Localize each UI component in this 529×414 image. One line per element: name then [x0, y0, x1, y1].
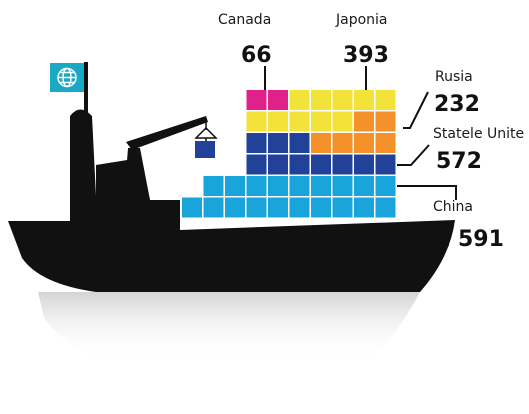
container-block-china: [311, 197, 331, 218]
container-block-china: [225, 197, 245, 218]
container-block-statele-unite: [268, 133, 288, 153]
container-block-statele-unite: [354, 154, 374, 175]
container-block-japonia: [289, 90, 310, 110]
container-block-china: [311, 176, 331, 196]
value-japonia: 393: [343, 43, 389, 68]
container-block-statele-unite: [311, 154, 331, 175]
value-statele-unite: 572: [436, 149, 482, 174]
container-block-china: [268, 176, 288, 196]
container-block-china: [182, 197, 202, 218]
container-block-japonia: [354, 90, 374, 110]
container-block-canada: [246, 90, 267, 110]
container-block-rusia: [311, 133, 331, 153]
container-block-japonia: [332, 90, 353, 110]
container-block-china: [225, 176, 245, 196]
ship-silhouette: [8, 62, 455, 292]
chart-labels: Canada 66 Japonia 393 Rusia 232 Statele …: [218, 12, 524, 252]
value-rusia: 232: [434, 92, 480, 117]
container-block-statele-unite: [246, 154, 267, 175]
label-rusia: Rusia: [435, 69, 473, 85]
container-block-china: [268, 197, 288, 218]
container-block-rusia: [354, 133, 374, 153]
container-block-statele-unite: [375, 154, 396, 175]
container-block-china: [375, 176, 396, 196]
container-block-japonia: [311, 90, 331, 110]
label-china: China: [433, 199, 473, 215]
label-statele-unite: Statele Unite: [433, 126, 524, 142]
container-block-china: [332, 197, 353, 218]
label-japonia: Japonia: [335, 12, 388, 28]
container-block-china: [246, 176, 267, 196]
leader-statele-unite: [397, 144, 430, 166]
container-block-rusia: [332, 133, 353, 153]
container-block-japonia: [311, 111, 331, 132]
value-china: 1 591: [435, 227, 504, 252]
container-block-china: [375, 197, 396, 218]
value-canada: 66: [241, 43, 272, 68]
hanging-container: [195, 141, 215, 158]
label-canada: Canada: [218, 12, 271, 28]
container-block-statele-unite: [289, 154, 310, 175]
leader-lines: [264, 66, 457, 200]
container-block-china: [332, 176, 353, 196]
container-blocks: [182, 90, 396, 218]
ship-reflection: [38, 292, 420, 360]
container-block-china: [246, 197, 267, 218]
container-block-canada: [268, 90, 288, 110]
container-block-japonia: [246, 111, 267, 132]
container-block-statele-unite: [332, 154, 353, 175]
container-block-statele-unite: [246, 133, 267, 153]
container-block-rusia: [375, 133, 396, 153]
container-block-china: [203, 197, 224, 218]
leader-china: [397, 185, 457, 200]
container-block-japonia: [332, 111, 353, 132]
container-block-china: [354, 176, 374, 196]
container-block-japonia: [268, 111, 288, 132]
container-block-japonia: [289, 111, 310, 132]
container-block-statele-unite: [268, 154, 288, 175]
container-block-china: [289, 176, 310, 196]
container-block-china: [289, 197, 310, 218]
globe-icon: [57, 67, 77, 88]
container-block-japonia: [375, 90, 396, 110]
container-block-statele-unite: [289, 133, 310, 153]
leader-rusia: [403, 91, 429, 129]
container-block-rusia: [354, 111, 374, 132]
flag: [50, 63, 84, 92]
container-block-china: [203, 176, 224, 196]
container-block-china: [354, 197, 374, 218]
container-block-rusia: [375, 111, 396, 132]
